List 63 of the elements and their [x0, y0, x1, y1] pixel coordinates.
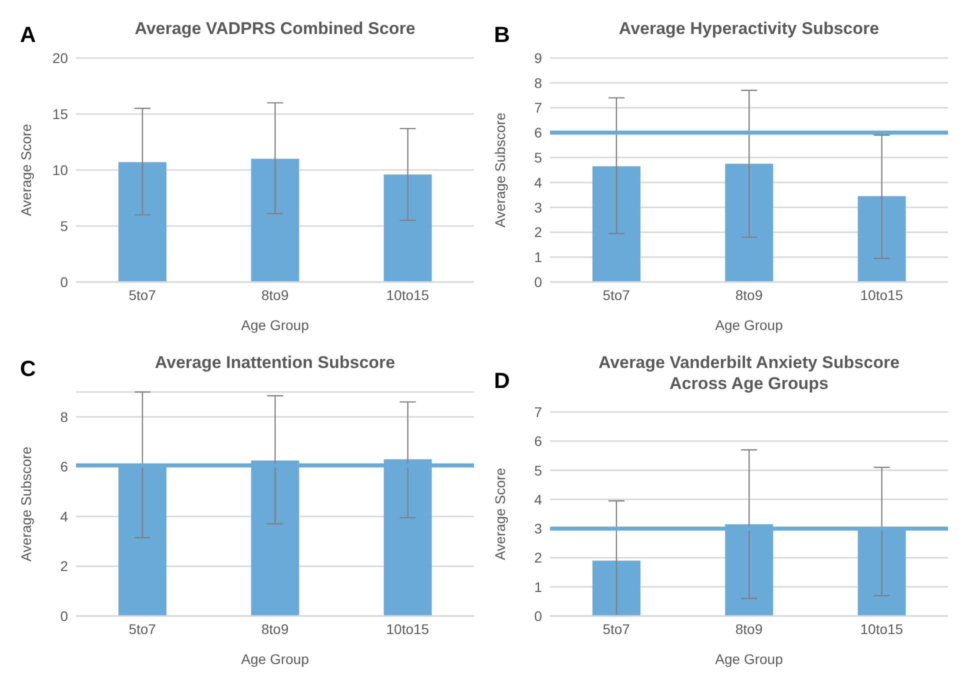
y-tick-label: 4: [534, 174, 542, 190]
y-tick-label: 4: [534, 491, 542, 508]
y-tick-label: 20: [52, 50, 68, 66]
y-tick-label: 5: [534, 462, 542, 478]
text: A: [20, 22, 36, 48]
x-tick-label: 8to9: [261, 620, 289, 637]
x-tick-label: 8to9: [261, 286, 289, 303]
bar: [592, 166, 640, 282]
y-axis-title: Average Score: [18, 124, 34, 216]
y-tick-label: 2: [534, 224, 542, 240]
x-axis-title: Age Group: [715, 651, 784, 667]
y-tick-label: 3: [534, 199, 542, 216]
y-tick-label: 1: [534, 249, 542, 266]
x-tick-label: 8to9: [735, 620, 763, 637]
y-tick-label: 5: [534, 150, 542, 166]
y-tick-label: 10: [52, 162, 68, 178]
y-tick-label: 9: [534, 50, 542, 66]
y-tick-label: 5: [60, 218, 68, 234]
y-tick-label: 6: [534, 124, 542, 141]
y-tick-label: 6: [534, 433, 542, 450]
y-tick-label: 0: [534, 274, 542, 290]
x-tick-label: 5to7: [602, 620, 630, 637]
text: C: [20, 356, 36, 382]
x-tick-label: 5to7: [128, 286, 156, 303]
y-tick-label: 0: [534, 608, 542, 624]
text: D: [494, 368, 510, 394]
x-axis-title: Age Group: [241, 651, 310, 667]
y-tick-label: 6: [60, 458, 68, 475]
chart-title: Average Inattention Subscore: [154, 352, 396, 373]
y-tick-label: 7: [534, 404, 542, 420]
x-axis-title: Age Group: [715, 317, 784, 333]
y-tick-label: 4: [60, 508, 68, 524]
chart-title: Average Hyperactivity Subscore: [618, 18, 880, 39]
y-tick-label: 3: [534, 520, 542, 537]
y-axis-title: Average Subscore: [492, 112, 508, 228]
bar: [592, 560, 640, 616]
chart-title: Average Vanderbilt Anxiety Subscore Across Age Groups: [597, 352, 901, 394]
x-tick-label: 10to15: [386, 620, 430, 637]
x-tick-label: 8to9: [735, 286, 763, 303]
y-tick-label: 15: [52, 106, 68, 122]
chart-title: Average VADPRS Combined Score: [134, 18, 416, 39]
y-tick-label: 2: [60, 558, 68, 574]
bar: [384, 174, 432, 282]
y-tick-label: 1: [534, 578, 542, 595]
bar: [858, 196, 906, 282]
y-tick-label: 8: [60, 408, 68, 425]
y-tick-label: 0: [60, 608, 68, 624]
x-axis-title: Age Group: [241, 317, 310, 333]
text: B: [494, 22, 510, 48]
x-tick-label: 5to7: [128, 620, 156, 637]
y-axis-title: Average Subscore: [18, 446, 34, 562]
y-tick-label: 0: [60, 274, 68, 290]
x-tick-label: 10to15: [860, 620, 904, 637]
y-tick-label: 8: [534, 74, 542, 91]
x-tick-label: 10to15: [860, 286, 904, 303]
bar: [118, 162, 166, 282]
x-tick-label: 5to7: [602, 286, 630, 303]
x-tick-label: 10to15: [386, 286, 430, 303]
y-tick-label: 2: [534, 550, 542, 566]
bar: [725, 164, 774, 282]
y-tick-label: 7: [534, 100, 542, 116]
bar: [251, 158, 300, 282]
y-axis-title: Average Score: [492, 468, 508, 560]
